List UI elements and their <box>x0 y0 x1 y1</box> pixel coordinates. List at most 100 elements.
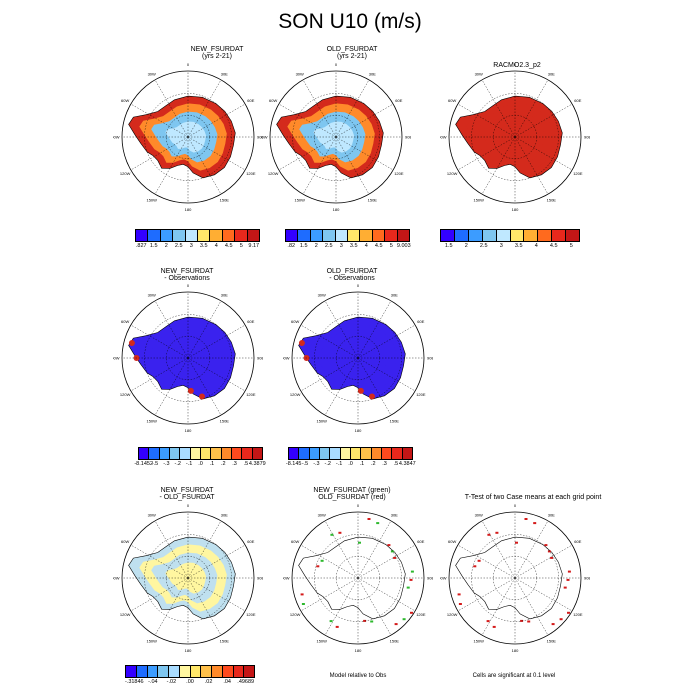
colorbar-swatch <box>149 448 160 459</box>
colorbar-swatch <box>441 230 455 241</box>
colorbar-tick-label: 5 <box>239 243 243 249</box>
longitude-label: 180 <box>185 428 192 433</box>
meridian-line <box>514 136 573 171</box>
colorbar-tick-label: 9.17 <box>248 243 260 249</box>
polar-map: 0 30E 60E 90E 120E 150E 180 150W 120W 90W 60W 30W <box>438 503 591 653</box>
meridian-line <box>278 103 337 138</box>
longitude-label: 90E <box>257 576 263 581</box>
longitude-label: 90E <box>257 356 263 361</box>
colorbar-tick-label: -.1 <box>335 461 343 467</box>
longitude-label: 120E <box>246 392 256 397</box>
meridian-line <box>514 544 573 579</box>
colorbar-tick-label: .1 <box>209 461 215 467</box>
meridian-line <box>187 577 222 636</box>
longitude-label: 120W <box>120 392 131 397</box>
colorbar-tick-label: 3.5 <box>514 243 523 249</box>
field-band <box>492 121 533 153</box>
bias-patch <box>198 393 205 400</box>
meridian-line <box>130 136 189 171</box>
colorbar-swatch <box>185 230 199 241</box>
colorbar-swatch <box>538 230 553 241</box>
grid-cell-mark <box>527 620 531 623</box>
colorbar-tick-label: 4.5 <box>374 243 383 249</box>
colorbar-tick-label: 4 <box>364 243 368 249</box>
colorbar-swatch <box>360 230 373 241</box>
polar-map: 0 30E 60E 90E 120E 150E 180 150W 120W 90W 60W 30W <box>111 62 264 212</box>
colorbar-tick-label: .49689 <box>237 679 255 685</box>
colorbar-swatch <box>169 448 181 459</box>
colorbar-tick-label: 3 <box>339 243 343 249</box>
panel-7-title-line1: NEW_FSURDAT (green) <box>313 487 391 494</box>
longitude-label: 30E <box>221 72 228 77</box>
longitude-label: 60E <box>395 98 402 103</box>
panel-2-map: 0 30E 60E 90E 120E 150E 180 150W 120W 90W 60W 30W <box>259 62 412 212</box>
colorbar-tick-label: 9.003 <box>396 243 411 249</box>
colorbar-swatch <box>148 230 161 241</box>
colorbar-swatch <box>179 666 191 677</box>
longitude-label: 120W <box>120 612 131 617</box>
colorbar-swatch <box>211 448 222 459</box>
colorbar-1-ticks: .827 1.5 2 2.5 3 3.5 4 4.5 5 9.17 <box>135 243 260 251</box>
colorbar-tick-label: -.3 <box>313 461 320 467</box>
panel-6-map: 0 30E 60E 90E 120E 150E 180 150W 120W 90W 60W 30W <box>111 503 264 653</box>
longitude-label: 120W <box>447 171 458 176</box>
colorbar-tick-label: -.5 <box>151 461 159 467</box>
meridian-line <box>335 79 370 138</box>
panel-6-title-line2: - OLD_FSURDAT <box>159 494 215 501</box>
colorbar-swatch <box>231 448 243 459</box>
panel-4-title-line2: - Observations <box>164 275 210 282</box>
latitude-circle <box>144 534 232 622</box>
meridian-line <box>481 79 516 138</box>
longitude-label: 60W <box>121 539 129 544</box>
longitude-label: 150E <box>220 638 230 643</box>
bias-patch <box>368 393 375 400</box>
meridian-line <box>457 103 516 138</box>
latitude-circle <box>292 93 380 181</box>
grid-cell-mark <box>477 559 481 562</box>
colorbar-swatch <box>173 230 186 241</box>
field-band <box>313 121 354 153</box>
grid-cell-mark <box>567 570 571 573</box>
meridian-line <box>154 520 189 579</box>
colorbar-swatch <box>371 448 382 459</box>
field-band <box>165 121 206 153</box>
colorbar-swatch <box>190 666 202 677</box>
meridian-line <box>187 136 246 171</box>
meridian-line <box>514 79 549 138</box>
colorbar-tick-label: .3 <box>232 461 237 467</box>
colorbar-swatch <box>335 230 349 241</box>
longitude-label: 150E <box>547 197 557 202</box>
meridian-line <box>324 300 359 359</box>
meridian-line <box>187 520 222 579</box>
meridian-line <box>514 577 573 612</box>
colorbar-swatch <box>468 230 483 241</box>
longitude-label: 150E <box>547 638 557 643</box>
colorbar-swatch <box>482 230 497 241</box>
colorbar-tick-label: -.2 <box>174 461 181 467</box>
colorbar-swatch <box>372 230 386 241</box>
longitude-label: 120E <box>246 171 256 176</box>
colorbar-tick-label: 3.5 <box>199 243 208 249</box>
meridian-line <box>335 136 370 195</box>
field-band <box>165 562 206 594</box>
colorbar-swatch <box>454 230 469 241</box>
colorbar-swatch <box>298 230 311 241</box>
longitude-label: 120W <box>268 171 279 176</box>
panel-4-title-line1: NEW_FSURDAT <box>160 268 214 275</box>
grid-cell-mark <box>487 533 491 536</box>
colorbar-tick-label: -8.1452 <box>134 461 153 467</box>
grid-cell-mark <box>551 623 555 626</box>
panel-2-title-line1: OLD_FSURDAT <box>326 46 378 53</box>
grid-cell-mark <box>301 603 305 605</box>
colorbar-tick-label: .827 <box>135 243 147 249</box>
grid-cell-mark <box>492 625 496 628</box>
colorbar-5-ticks: -8.145 -.5 -.3 -.2 -.1 .0 .1 .2 .3 .5 4.3847 <box>286 461 416 469</box>
longitude-label: 150W <box>146 418 157 423</box>
colorbar-tick-label: 2 <box>314 243 318 249</box>
colorbar-swatch <box>323 230 336 241</box>
colorbar-swatch <box>222 230 236 241</box>
longitude-label: 150W <box>294 197 305 202</box>
colorbar-tick-label: .04 <box>223 679 231 685</box>
longitude-label: 30E <box>548 72 555 77</box>
longitude-label: 30W <box>148 513 156 518</box>
